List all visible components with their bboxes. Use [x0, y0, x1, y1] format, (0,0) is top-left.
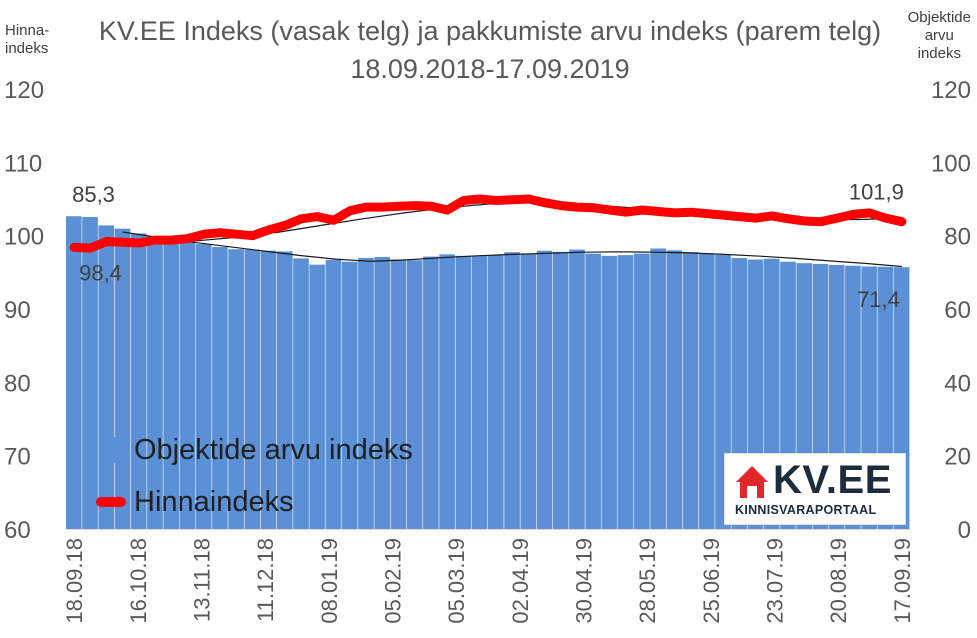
- bar: [536, 250, 553, 529]
- line-series: [69, 194, 907, 253]
- bar: [66, 216, 82, 530]
- bar: [228, 249, 244, 530]
- bar: [699, 253, 715, 529]
- bar: [601, 255, 618, 529]
- bar: [293, 258, 309, 529]
- legend-label-bars: Objektide arvu indeks: [134, 434, 413, 466]
- left-tick-label: 110: [4, 150, 42, 177]
- bar: [309, 264, 326, 529]
- left-tick-label: 70: [4, 444, 31, 471]
- right-axis-title-text: Objektide arvu indeks: [907, 9, 971, 62]
- logo-text: KV.EE: [773, 458, 892, 502]
- data-label: 101,9: [849, 180, 904, 205]
- left-axis-title-text: Hinna-indeks: [5, 22, 50, 57]
- x-tick-label: 17.09.19: [890, 538, 915, 624]
- x-tick-label: 08.01.19: [317, 538, 342, 624]
- bar: [520, 253, 537, 529]
- data-label: 98,4: [79, 260, 122, 285]
- bar: [277, 251, 293, 529]
- bar: [439, 254, 455, 529]
- x-axis-ticks: 18.09.18 16.10.18 13.11.18 11.12.18 08.01.19…: [62, 538, 915, 624]
- right-tick-label: 80: [944, 224, 971, 251]
- bar: [617, 255, 634, 529]
- right-axis-title: Objektide arvu indeks: [908, 9, 971, 63]
- bar: [471, 255, 488, 529]
- bar: [374, 256, 391, 529]
- bar: [130, 233, 147, 529]
- left-tick-label: 90: [4, 297, 31, 324]
- x-tick-label: 13.11.18: [190, 538, 215, 622]
- bar: [179, 241, 196, 530]
- x-tick-label: 23.07.19: [763, 538, 788, 624]
- bar: [244, 249, 261, 529]
- data-labels: 85,3 98,4 101,9 71,4: [72, 180, 904, 313]
- right-tick-label: 20: [944, 444, 971, 471]
- bar: [406, 260, 423, 529]
- right-axis-ticks: 0 20 40 60 80 100 120: [931, 77, 971, 544]
- bar: [341, 261, 358, 529]
- bar: [552, 251, 569, 530]
- legend-swatch-bars: [100, 437, 126, 463]
- legend-label-line: Hinnaindeks: [134, 486, 294, 518]
- left-tick-label: 100: [4, 224, 44, 251]
- bar: [455, 255, 472, 529]
- x-tick-label: 02.04.19: [508, 538, 533, 624]
- x-tick-label: 25.06.19: [699, 538, 724, 624]
- bar: [147, 236, 163, 529]
- x-tick-label: 30.04.19: [572, 538, 597, 624]
- price-index-line: [69, 194, 907, 253]
- bar: [390, 259, 407, 529]
- bar: [650, 248, 666, 529]
- x-tick-label: 28.05.19: [635, 538, 660, 624]
- x-tick-label: 05.02.19: [381, 538, 406, 624]
- right-tick-label: 40: [944, 370, 971, 397]
- bar: [260, 250, 277, 529]
- bar: [666, 250, 683, 529]
- x-tick-label: 16.10.18: [126, 538, 151, 624]
- x-tick-label: 20.08.19: [826, 538, 851, 624]
- legend-swatch-line: [96, 497, 126, 507]
- right-tick-label: 120: [931, 77, 971, 104]
- right-tick-label: 60: [944, 297, 971, 324]
- left-tick-label: 60: [4, 517, 31, 544]
- x-tick-label: 11.12.18: [253, 538, 278, 622]
- right-tick-label: 0: [958, 517, 971, 544]
- bar: [325, 259, 342, 529]
- bar: [423, 256, 439, 529]
- left-axis-ticks: 60 70 80 90 100 110 120: [4, 77, 44, 544]
- data-label: 71,4: [857, 287, 900, 312]
- bar: [634, 253, 650, 529]
- x-tick-label: 05.03.19: [444, 538, 469, 624]
- house-icon: [736, 466, 768, 498]
- data-label: 85,3: [72, 182, 115, 207]
- bar: [195, 244, 212, 529]
- bar: [504, 252, 520, 530]
- right-tick-label: 100: [931, 150, 971, 177]
- left-axis-title: Hinna-indeks: [5, 22, 49, 58]
- left-tick-label: 80: [4, 370, 31, 397]
- bar: [569, 249, 585, 529]
- bar: [488, 255, 504, 529]
- kv-ee-logo: KV.EE KINNISVARAPORTAAL: [724, 453, 906, 525]
- x-tick-label: 18.09.18: [62, 538, 87, 624]
- chart-title: KV.EE Indeks (vasak telg) ja pakkumiste …: [98, 16, 882, 84]
- left-tick-label: 120: [4, 77, 44, 104]
- trendline: [122, 231, 902, 268]
- bar: [358, 258, 374, 529]
- bar: [163, 239, 180, 529]
- bar: [585, 253, 602, 529]
- bar: [82, 216, 98, 529]
- bar: [212, 247, 228, 529]
- logo-subtitle: KINNISVARAPORTAAL: [735, 503, 877, 517]
- bar: [682, 252, 699, 530]
